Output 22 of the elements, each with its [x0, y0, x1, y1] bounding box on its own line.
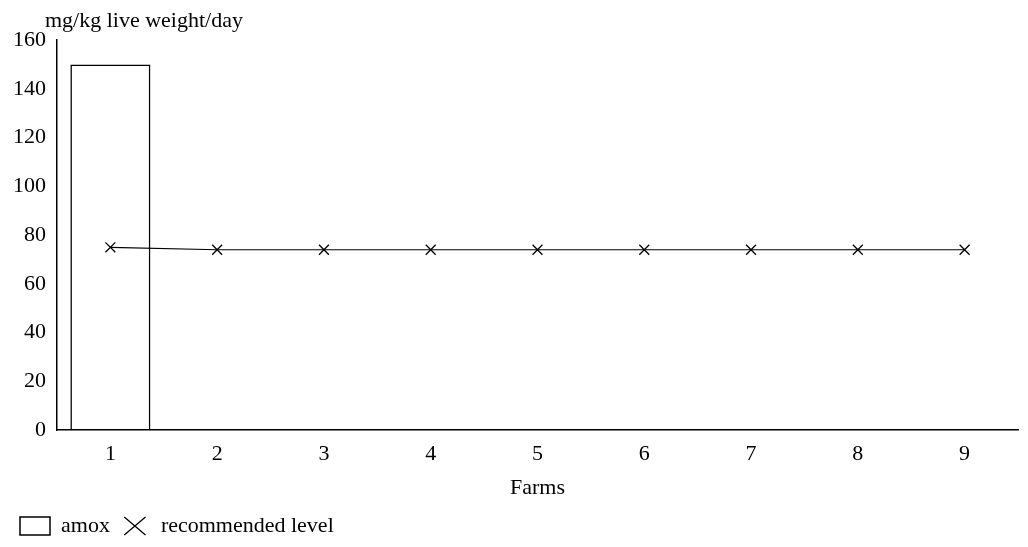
y-tick-label: 80 [24, 220, 46, 246]
y-tick-label: 20 [24, 367, 46, 393]
x-tick-label: 8 [852, 440, 864, 466]
x-axis-title: Farms [510, 473, 565, 499]
y-tick-label: 60 [24, 269, 46, 295]
y-tick-label: 140 [13, 74, 46, 100]
x-tick-label: 9 [959, 440, 971, 466]
legend-label: amox [61, 511, 110, 537]
x-tick-label: 5 [532, 440, 543, 466]
legend-label: recommended level [160, 511, 334, 537]
x-tick-label: 3 [318, 440, 330, 466]
x-tick-label: 4 [425, 440, 437, 466]
x-tick-label: 6 [638, 440, 650, 466]
y-tick-label: 40 [24, 318, 46, 344]
x-tick-label: 7 [745, 440, 757, 466]
x-tick-label: 1 [104, 440, 116, 466]
y-tick-label: 160 [13, 25, 46, 51]
y-axis-title: mg/kg live weight/day [45, 6, 243, 32]
x-tick-label: 2 [211, 440, 223, 466]
y-tick-label: 120 [13, 123, 46, 149]
y-tick-label: 100 [13, 172, 46, 198]
y-tick-label: 0 [35, 415, 46, 441]
